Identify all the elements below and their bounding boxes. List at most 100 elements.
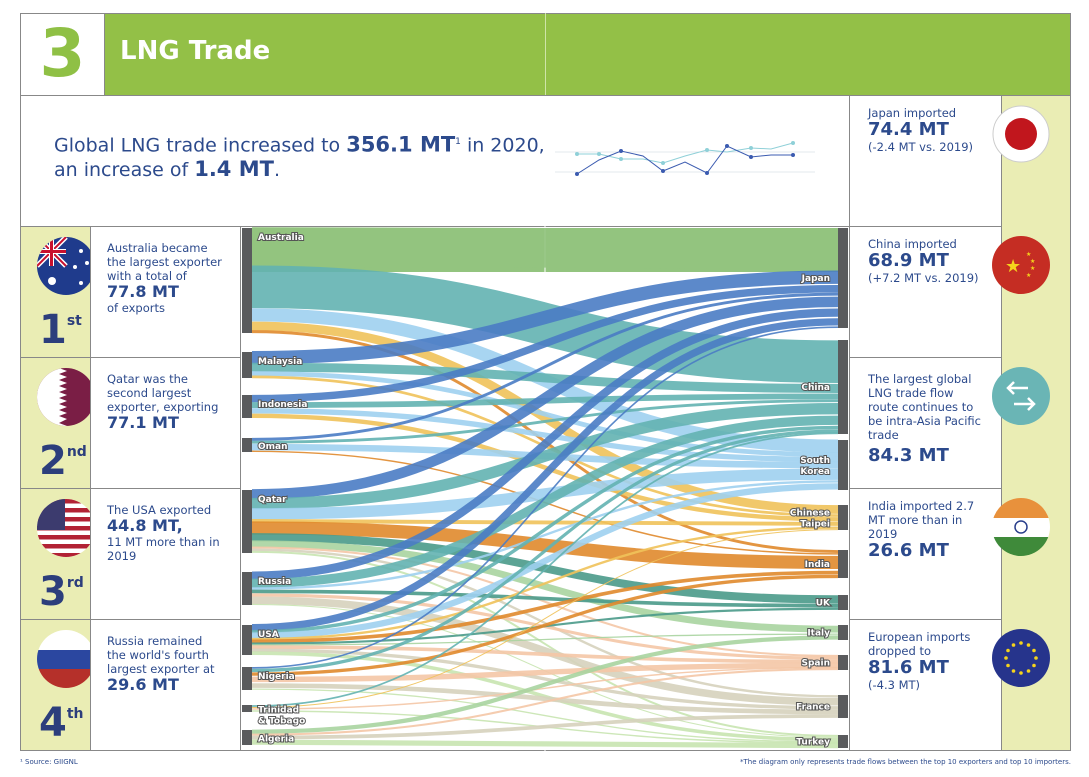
exporter-node [242,705,252,712]
importer-node [838,655,848,670]
svg-text:★: ★ [1026,251,1031,258]
flow-nigeria-to-france [251,683,839,715]
importer-node [838,735,848,748]
flow-russia-to-france [251,596,839,706]
rank-suffix: rd [66,575,84,591]
exporter-label: USA [258,630,279,640]
rank-number: 2nd [39,438,87,484]
importer-label: Turkey [796,738,830,748]
flow-indonesia-to-chinese-taipei [251,413,839,522]
exporter-label: Australia [258,233,304,243]
panel-value: 68.9 MT [868,250,949,271]
intro-end: . [273,159,280,182]
rank-desc-post: of exports [107,301,165,315]
exporter-node [242,572,252,605]
rank-text-4: Russia remained the world's fourth large… [90,619,241,751]
exporter-label: Oman [258,442,288,452]
intro-line2: an increase of [54,159,195,182]
india-flag [992,498,1050,556]
panel-value: 81.6 MT [868,657,949,678]
rank-desc-post: 11 MT more than in 2019 [107,535,220,563]
panel-note: (-2.4 MT vs. 2019) [868,140,974,154]
china-flag: ★ ★ ★ ★ ★ [992,236,1050,294]
flow-qatar-to-india [251,521,839,570]
flow-qatar-to-south-korea [251,468,839,520]
rank-desc: The USA exported [107,503,212,517]
flow-russia-to-south-korea [251,480,839,590]
rank-number: 1st [39,307,82,353]
svg-text:★: ★ [1005,256,1021,277]
rank-digit: 4 [39,700,67,746]
import-panel-2: The largest global LNG trade flow route … [849,357,1002,489]
rank-value: 77.8 MT [107,282,179,301]
rank-number: 3rd [39,569,84,615]
flow-trinidad-tobago-to-china [251,432,839,707]
rank-digit: 1 [39,307,67,353]
flow-usa-to-japan [251,318,839,632]
flow-trinidad-tobago-to-chinese-taipei [251,529,839,708]
rank-cell-1: 1st [20,226,95,358]
importer-node [838,595,848,610]
section-number: 3 [20,13,105,96]
svg-text:★: ★ [1026,272,1031,279]
importer-label: South Korea [800,456,830,477]
intro-value2: 1.4 MT [194,157,274,182]
flow-russia-to-china [251,415,839,588]
rank-text-3: The USA exported 44.8 MT, 11 MT more tha… [90,488,241,620]
exporter-node [242,228,252,333]
importer-label: India [805,560,830,570]
flow-malaysia-to-china [251,362,839,393]
intro-value: 356.1 MT [346,132,456,157]
header-divider [545,13,546,96]
importer-label: China [801,383,830,393]
usa-flag [37,499,95,557]
rank-value: 29.6 MT [107,675,179,694]
exporter-node [242,730,252,745]
japan-flag [992,105,1050,163]
flow-nigeria-to-india [251,574,839,676]
exporter-label: Qatar [258,495,287,505]
flow-algeria-to-spain [251,668,839,736]
importer-label: Spain [802,659,831,669]
importer-label: Japan [801,274,830,284]
rank-suffix: st [66,313,82,329]
exporter-node [242,438,252,452]
flow-qatar-to-chinese-taipei [251,519,839,526]
rank-text-2: Qatar was the second largest exporter, e… [90,357,241,489]
rank-value: 44.8 MT, [107,516,183,535]
import-panel-4: European imports dropped to 81.6 MT (-4.… [849,619,1002,751]
exchange-arrows-icon [992,367,1050,425]
exporter-node [242,352,252,378]
flow-russia-to-uk [251,589,839,608]
flow-qatar-to-japan [251,296,839,500]
intro-mid: in 2020, [460,134,545,157]
panel-value: 26.6 MT [868,540,949,561]
exporter-label: Nigeria [258,672,295,682]
flow-usa-to-india [251,570,839,644]
panel-desc: European imports dropped to [868,630,971,658]
intro-text: Global LNG trade increased to 356.1 MT1 … [54,130,545,182]
panel-desc: The largest global LNG trade flow route … [868,372,982,442]
flow-algeria-to-france [251,714,839,740]
panel-note: (+7.2 MT vs. 2019) [868,271,979,285]
importer-node [838,695,848,718]
flow-indonesia-to-japan [251,285,839,403]
importer-node [838,505,848,530]
flow-oman-to-japan [251,292,839,441]
footnote-source: ¹ Source: GIIGNL [20,758,78,766]
flow-australia-to-chinese-taipei [251,321,839,514]
trade-flow-sankey: Australia Malaysia Indonesia Oman Qatar Russi… [242,226,848,751]
importer-node [838,550,848,578]
russia-flag [37,630,95,688]
intro-panel [20,95,850,227]
rank-desc: Russia remained the world's fourth large… [107,634,215,676]
flow-usa-to-italy [251,633,839,646]
rank-number: 4th [39,700,84,746]
panel-value: 84.3 MT [868,445,949,466]
flow-malaysia-to-japan [251,270,839,365]
flow-usa-to-spain [251,645,839,664]
rank-desc: Australia became the largest exporter wi… [107,241,222,283]
importer-node [838,625,848,640]
flow-nigeria-to-china [251,429,839,673]
rank-suffix: th [66,706,84,722]
